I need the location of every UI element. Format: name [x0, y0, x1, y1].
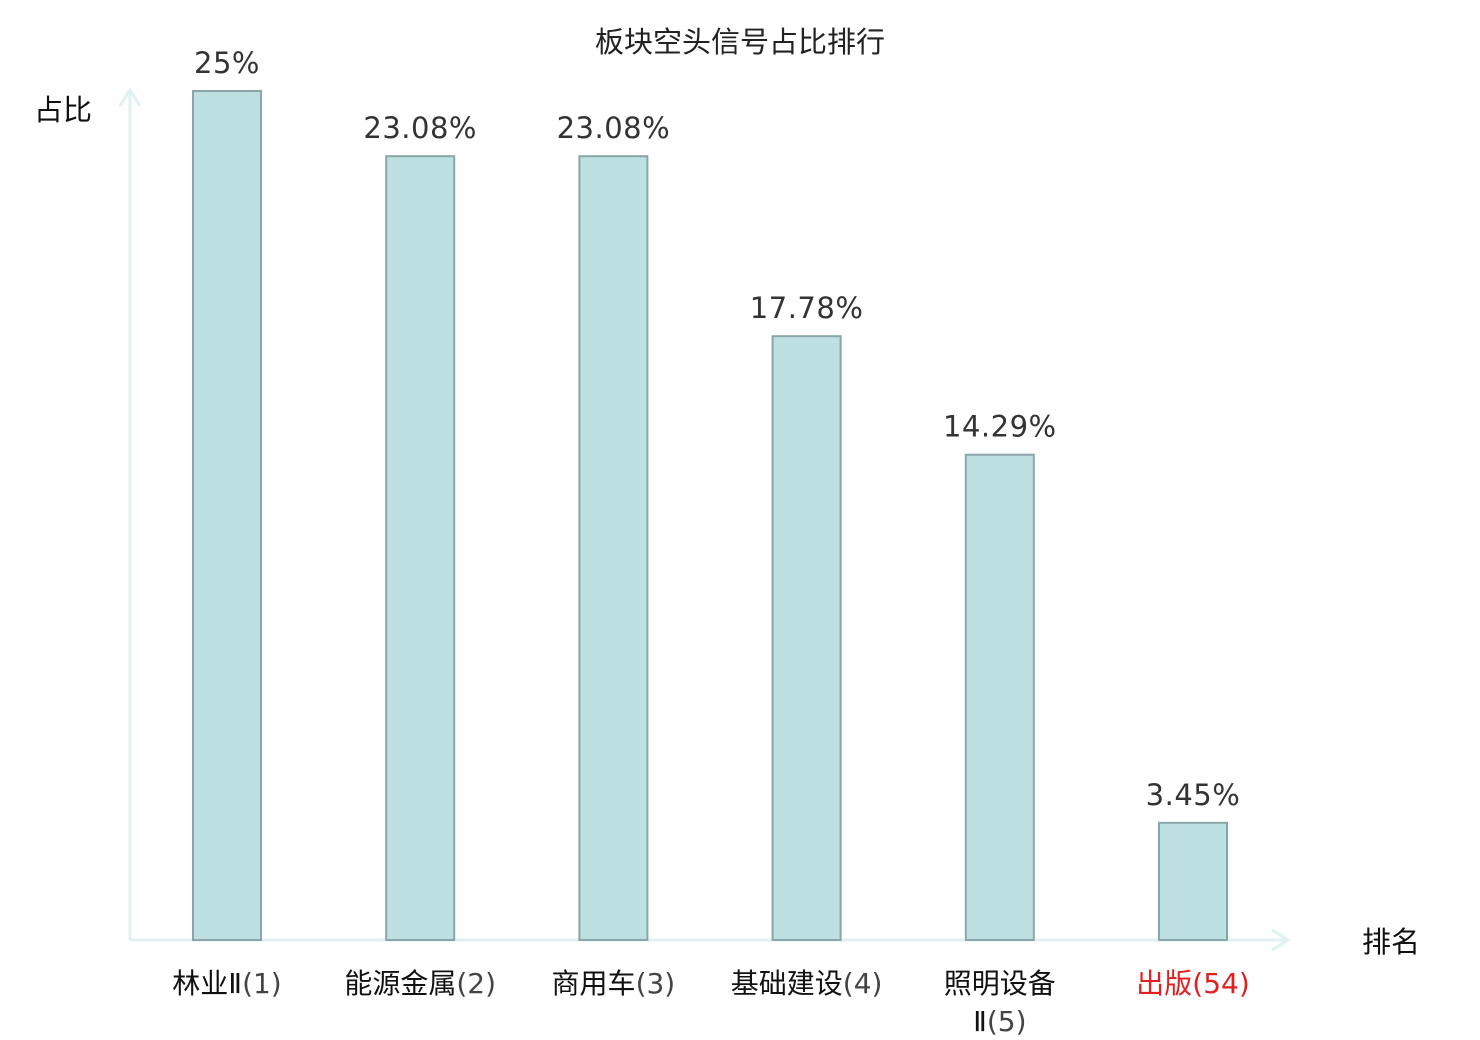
category-labels: 林业Ⅱ(1) 能源金属(2) 商用车(3) 基础建设(4) 照明设备 Ⅱ(5) 出版(54): [172, 967, 1249, 1038]
data-label: 23.08%: [557, 111, 671, 145]
bar: [385, 155, 456, 941]
data-label: 3.45%: [1146, 778, 1241, 812]
bar: [578, 155, 649, 941]
bar: [192, 90, 262, 941]
x-axis-arrow: [1271, 928, 1291, 952]
chart-title: 板块空头信号占比排行: [595, 25, 885, 59]
x-tick-label: 照明设备: [944, 967, 1056, 1000]
data-label: 17.78%: [750, 291, 864, 325]
bar: [964, 453, 1035, 941]
y-axis-arrow: [118, 87, 142, 107]
axes: [118, 87, 1291, 952]
x-tick-label: 商用车(3): [552, 967, 676, 1000]
x-tick-label: 能源金属(2): [344, 967, 496, 1000]
x-tick-label: 林业Ⅱ(1): [172, 967, 281, 1000]
x-tick-label: 出版(54): [1136, 967, 1250, 1000]
x-tick-label: 基础建设(4): [731, 967, 883, 1000]
bar: [771, 335, 842, 941]
bars: [192, 90, 1228, 941]
bar: [1158, 821, 1228, 941]
data-label: 14.29%: [943, 410, 1057, 444]
y-axis-title: 占比: [34, 93, 92, 127]
x-axis-title: 排名: [1362, 925, 1420, 959]
value-labels: 25% 23.08% 23.08% 17.78% 14.29% 3.45%: [194, 46, 1240, 812]
data-label: 25%: [194, 46, 260, 80]
data-label: 23.08%: [363, 111, 477, 145]
x-tick-label: Ⅱ(5): [973, 1005, 1026, 1038]
